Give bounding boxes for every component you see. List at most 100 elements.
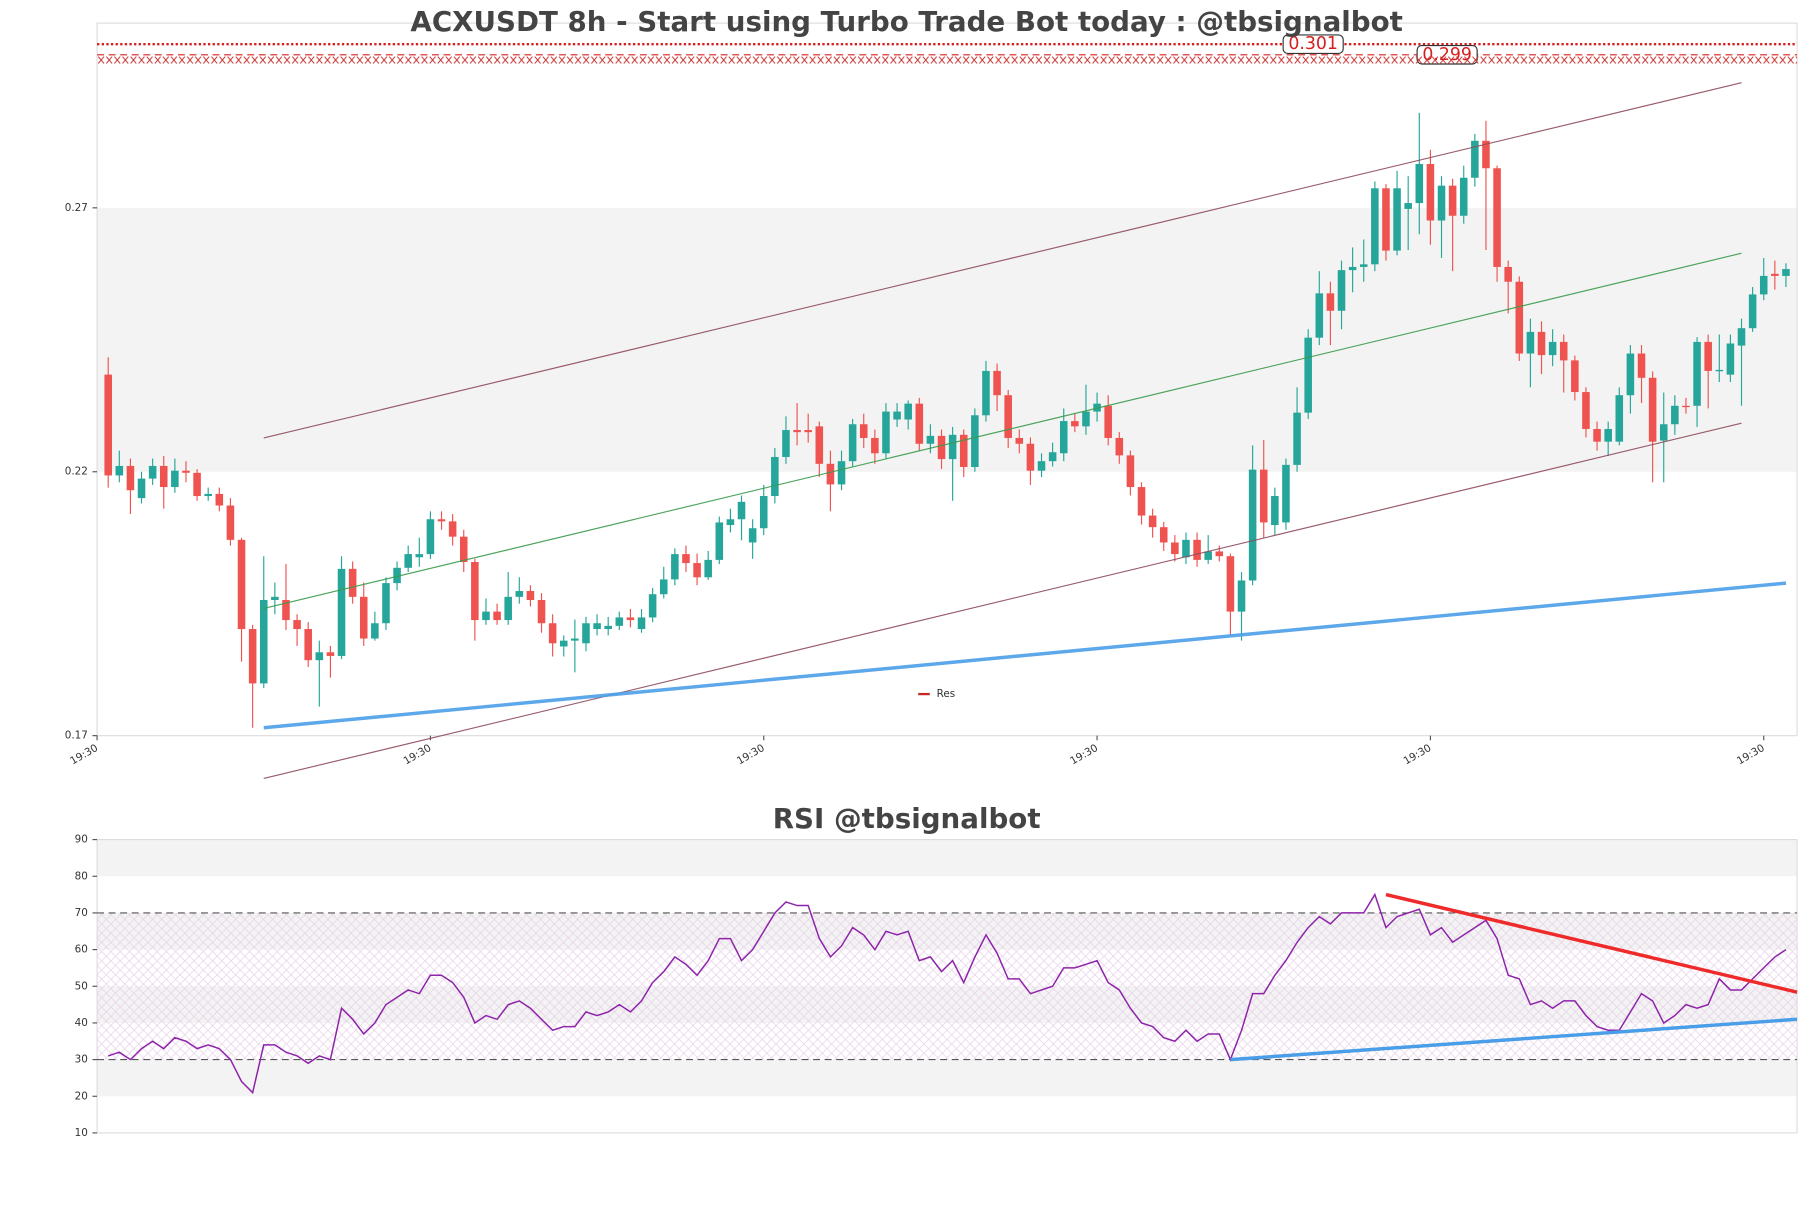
candle-body bbox=[904, 403, 912, 420]
band bbox=[97, 839, 1798, 877]
candle-body bbox=[448, 521, 457, 537]
candle-body bbox=[682, 554, 690, 564]
candle-body bbox=[1548, 341, 1557, 356]
candle-body bbox=[626, 617, 635, 621]
candle-body bbox=[848, 424, 857, 462]
x-tick-label: 19:30 bbox=[1402, 742, 1434, 767]
candle-body bbox=[1415, 164, 1424, 204]
y-tick-label: 80 bbox=[75, 870, 88, 882]
y-tick-label: 20 bbox=[75, 1090, 88, 1102]
y-tick-label: 0.27 bbox=[65, 202, 88, 214]
candle-body bbox=[348, 568, 357, 597]
candle-body bbox=[1393, 188, 1401, 251]
candle-body bbox=[1382, 188, 1390, 251]
plot-frame bbox=[96, 22, 1798, 737]
candle-body bbox=[1048, 452, 1057, 462]
candle-body bbox=[871, 437, 879, 454]
candle-body bbox=[782, 430, 790, 457]
candle-body bbox=[1637, 353, 1646, 378]
candle-body bbox=[526, 591, 535, 601]
x-tick-label: 19:30 bbox=[1735, 742, 1767, 767]
band bbox=[97, 207, 1798, 472]
candle-body bbox=[1193, 539, 1201, 560]
trend-line bbox=[263, 581, 1787, 730]
candle-body bbox=[1704, 341, 1712, 371]
candle-body bbox=[1615, 395, 1624, 442]
candle-body bbox=[659, 579, 668, 595]
candle-body bbox=[837, 461, 846, 485]
candle-body bbox=[1759, 275, 1768, 295]
candle-body bbox=[559, 640, 568, 647]
candle-body bbox=[637, 617, 646, 630]
candle-body bbox=[1215, 551, 1224, 557]
candle-body bbox=[171, 470, 179, 488]
candle-body bbox=[282, 600, 290, 621]
candle-body bbox=[1204, 551, 1212, 560]
x-tick-label: 19:30 bbox=[68, 742, 100, 767]
candle-body bbox=[515, 591, 524, 597]
trend-line bbox=[1230, 1017, 1798, 1062]
candle-body bbox=[471, 562, 479, 621]
candle-body bbox=[1071, 421, 1079, 427]
candle-body bbox=[1648, 377, 1657, 442]
candle-body bbox=[1748, 294, 1757, 329]
trend-line bbox=[263, 252, 1742, 610]
candle-body bbox=[926, 435, 935, 444]
y-tick-label: 10 bbox=[75, 1127, 88, 1139]
candle-body bbox=[1137, 487, 1146, 516]
candle-body bbox=[1037, 461, 1046, 471]
candle-body bbox=[748, 528, 757, 543]
rsi-title: RSI @tbsignalbot bbox=[773, 802, 1041, 835]
legend-label: Res bbox=[937, 688, 956, 700]
candle-body bbox=[959, 434, 968, 467]
candle-body bbox=[1082, 411, 1090, 427]
band bbox=[97, 1059, 1798, 1097]
y-tick-label: 30 bbox=[75, 1054, 88, 1066]
candle-body bbox=[259, 600, 268, 684]
candle-body bbox=[315, 652, 324, 661]
candle-body bbox=[382, 583, 390, 624]
candle-body bbox=[1582, 392, 1590, 429]
y-tick-label: 0.22 bbox=[65, 466, 88, 478]
candle-body bbox=[893, 411, 901, 420]
candle-body bbox=[182, 470, 190, 473]
candle-body bbox=[1426, 164, 1435, 221]
candle-body bbox=[226, 505, 235, 540]
candle-body bbox=[937, 435, 946, 460]
trend-line bbox=[1385, 892, 1798, 994]
y-tick-label: 60 bbox=[75, 944, 88, 956]
candle-body bbox=[1626, 353, 1635, 396]
candle-body bbox=[1504, 266, 1512, 282]
rsi-panel: 10 20 30 40 50 60 70 80 90 bbox=[75, 834, 1798, 1139]
candle-body bbox=[393, 567, 401, 584]
candle-body bbox=[1371, 188, 1379, 265]
candle-body bbox=[404, 554, 412, 568]
candle-body bbox=[704, 559, 712, 578]
trend-line bbox=[263, 82, 1742, 439]
candle-body bbox=[204, 493, 212, 497]
candle-body bbox=[771, 456, 779, 497]
candle-body bbox=[1715, 369, 1724, 372]
price-panel: 0.17 0.22 0.27 19:30 19:30 19:30 19:30 19:30 19:… bbox=[65, 22, 1798, 779]
candle-body bbox=[1671, 405, 1679, 425]
candle-body bbox=[693, 563, 701, 578]
candle-body bbox=[1471, 140, 1479, 178]
x-tick-label: 19:30 bbox=[402, 742, 434, 767]
candle-body bbox=[1571, 360, 1579, 393]
candle-body bbox=[1604, 428, 1612, 442]
candle-body bbox=[859, 424, 868, 438]
candle-body bbox=[1004, 395, 1012, 438]
candle-body bbox=[1693, 341, 1701, 406]
candle-body bbox=[948, 434, 957, 460]
candle-body bbox=[882, 411, 890, 454]
candle-body bbox=[193, 472, 201, 497]
candle-body bbox=[237, 539, 246, 630]
candle-body bbox=[159, 465, 168, 488]
candle-body bbox=[737, 501, 746, 520]
candle-body bbox=[1682, 405, 1690, 408]
candle-body bbox=[1771, 273, 1779, 276]
candle-body bbox=[493, 611, 501, 621]
candle-body bbox=[326, 652, 335, 656]
candle-body bbox=[1448, 185, 1457, 216]
